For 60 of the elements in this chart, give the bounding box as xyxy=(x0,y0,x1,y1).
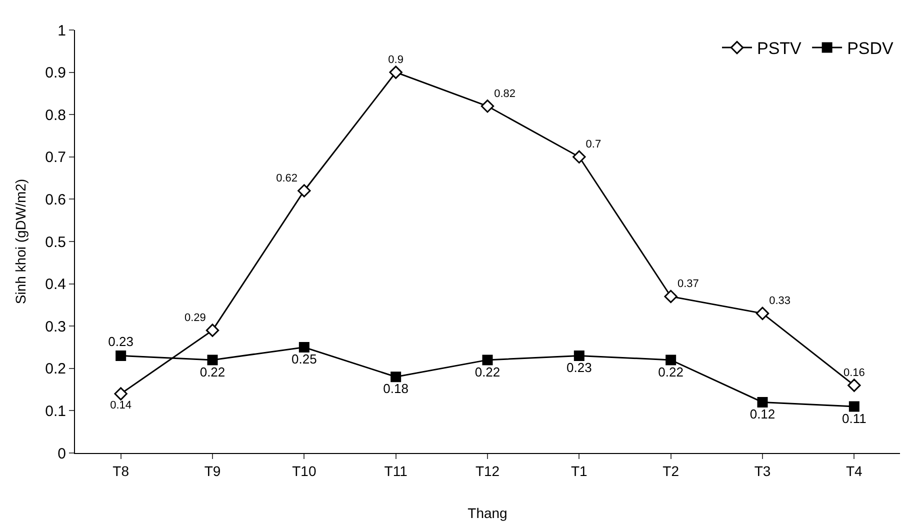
x-tick-label: T2 xyxy=(662,462,680,479)
point xyxy=(390,372,402,382)
point xyxy=(480,100,494,113)
x-tick-label: T8 xyxy=(112,462,130,479)
x-tick-label: T4 xyxy=(846,462,863,479)
data-label: 0.22 xyxy=(658,364,684,380)
data-label: 0.22 xyxy=(474,364,500,380)
point xyxy=(298,342,310,352)
x-tick-label: T11 xyxy=(384,462,408,479)
data-label: 0.7 xyxy=(586,138,602,151)
point xyxy=(666,354,676,366)
x-tick-label: T9 xyxy=(204,462,221,479)
data-label: 0.22 xyxy=(200,364,226,380)
point xyxy=(207,354,218,366)
point xyxy=(298,184,311,198)
point xyxy=(757,396,768,408)
point xyxy=(756,306,770,320)
data-label: 0.82 xyxy=(494,88,516,100)
point xyxy=(848,401,860,412)
data-label: 0.18 xyxy=(383,381,408,396)
y-tick-label: 0.7 xyxy=(45,149,66,166)
data-label: 0.9 xyxy=(388,54,404,66)
point xyxy=(389,66,402,79)
point xyxy=(848,378,861,392)
y-tick-label: 0.4 xyxy=(45,276,66,294)
data-label: 0.62 xyxy=(276,172,298,184)
data-label: 0.33 xyxy=(769,295,791,308)
point xyxy=(574,350,584,361)
data-label: 0.23 xyxy=(566,360,592,376)
y-tick-label: 0 xyxy=(58,445,66,462)
data-label: 0.16 xyxy=(843,366,865,379)
y-tick-label: 0.1 xyxy=(45,402,66,420)
point xyxy=(116,350,126,361)
data-label: 0.25 xyxy=(292,352,317,367)
data-label: 0.12 xyxy=(750,406,776,422)
y-tick-label: 0.8 xyxy=(45,106,66,124)
x-axis-title: Thang xyxy=(468,505,508,522)
x-tick-label: T1 xyxy=(571,462,588,479)
point xyxy=(206,324,220,337)
data-label: 0.11 xyxy=(842,410,866,426)
data-label: 0.29 xyxy=(184,312,206,324)
x-tick-label: T10 xyxy=(292,462,316,479)
data-label: 0.23 xyxy=(108,334,134,349)
y-tick-label: 0.9 xyxy=(45,64,66,82)
data-label: 0.14 xyxy=(110,400,132,412)
y-tick-label: 0.2 xyxy=(45,360,66,378)
y-tick-label: 0.5 xyxy=(45,234,66,251)
y-tick-label: 0.6 xyxy=(45,191,66,208)
x-tick-label: T3 xyxy=(754,462,771,479)
data-label: 0.37 xyxy=(677,278,699,290)
point xyxy=(114,387,128,400)
x-tick-label: T12 xyxy=(475,462,500,479)
point xyxy=(664,290,678,304)
legend-label: PSTV xyxy=(757,39,802,58)
legend-label: PSDV xyxy=(847,39,894,58)
point xyxy=(572,150,586,164)
y-tick-label: 1 xyxy=(58,22,66,40)
point xyxy=(482,354,493,366)
y-tick-label: 0.3 xyxy=(45,318,66,336)
y-axis-title: Sinh khoi (gDW/m2) xyxy=(12,178,29,304)
